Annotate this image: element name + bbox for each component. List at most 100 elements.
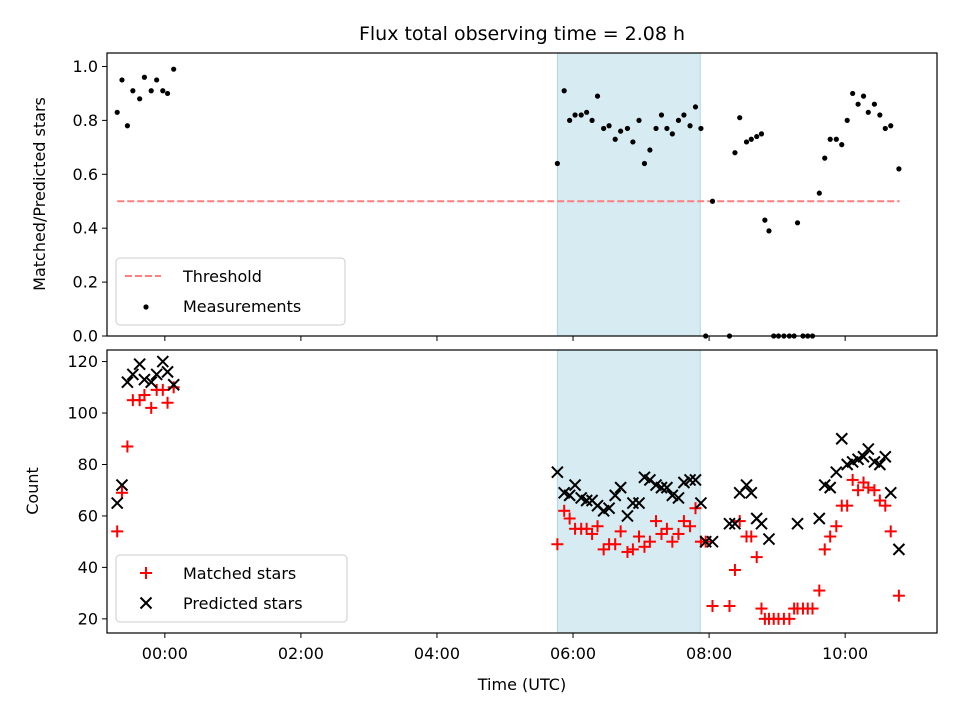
measurement-point [833,136,839,142]
predicted-star-point [745,486,758,499]
matched-star-point [597,543,610,556]
matched-star-point [643,535,656,548]
ratio-y-tick-label: 0.8 [73,111,98,130]
matched-star-point [745,530,758,543]
ratio-legend-box [115,257,346,326]
ratio-y-tick-label: 0.6 [73,165,98,184]
matched-star-point [167,381,180,394]
predicted-star-point [655,481,668,494]
ratio-y-tick-label: 1.0 [73,57,98,76]
x-axis-label: Time (UTC) [477,675,566,694]
measurement-point [762,217,768,223]
ratio-highlight-span [557,53,701,336]
matched-star-point [145,401,158,414]
measurement-point [647,147,653,153]
ratio-y-axis-label: Matched/Predicted stars [30,97,49,291]
measurement-point [601,125,607,132]
predicted-star-point [873,458,887,471]
count-y-tick-label: 20 [78,609,98,628]
measurement-point [606,123,612,129]
matched-star-point [818,543,831,556]
measurement-point [137,96,143,102]
count-panel: 20 40 60 80 100 120 00:00 02:00 04:00 06:00 08:00 1… [23,349,938,694]
predicted-star-point [740,478,753,492]
predicted-star-point [167,378,180,391]
matched-star-point [638,540,651,553]
measurement-point [578,112,584,118]
measurement-point [641,160,648,167]
predicted-star-point [884,486,897,499]
measurement-point [737,115,743,121]
count-panel-frame [106,349,938,634]
predicted-star-point [138,373,151,386]
predicted-star-point [728,517,742,530]
predicted-star-point [563,489,576,502]
measurements-legend-swatch [143,304,149,310]
count-y-tick-label: 80 [78,455,98,474]
matched-star-point [138,389,151,402]
matched-star-point [614,525,627,538]
predicted-star-point [126,368,140,381]
predicted-star-point [133,357,146,371]
measurement-point [865,109,871,115]
matched-legend-marker [140,567,152,579]
measurement-point [612,136,618,142]
measurement-point [877,112,883,118]
predicted-star-point [145,375,158,389]
matched-star-point [591,520,604,533]
measurement-point [567,117,573,123]
matched-star-point [884,525,897,538]
predicted-star-point [857,450,870,463]
matched-star-point [609,538,622,551]
measurement-point [888,123,894,129]
measurement-point [594,93,601,99]
predicted-star-point [706,535,719,548]
predicted-star-point [683,473,697,487]
measurement-point [554,160,560,167]
count-highlight-span [557,350,701,633]
measurement-point [850,90,856,97]
predicted-legend-marker [139,596,153,610]
count-legend-box [115,554,348,623]
predicted-star-point [694,496,708,510]
predicted-star-point [156,355,169,368]
measurement-point [636,117,642,123]
count-y-axis-label: Count [23,467,42,515]
predicted-star-point [608,489,622,502]
measurement-point [130,88,136,94]
matched-star-point [813,584,826,597]
matched-star-point [728,563,741,576]
measurement-point [766,228,772,234]
measurement-point [114,109,120,115]
matched-star-point [655,527,668,540]
matched-star-point [846,473,859,486]
matched-star-point [633,530,646,543]
measurement-point [584,109,590,115]
predicted-star-point [762,532,776,546]
matched-star-point [706,599,719,612]
measurement-point [675,117,682,123]
count-x-tick-label: 10:00 [822,644,868,663]
measurement-point [709,198,716,204]
matched-star-point [626,543,639,556]
predicted-star-point [121,375,134,389]
matched-star-point [750,551,763,564]
measurement-point [754,133,760,140]
measurement-point [758,131,765,137]
matched-star-point [783,612,796,625]
measurement-point [871,101,878,107]
count-x-tick-label: 02:00 [278,644,324,663]
predicted-star-point [602,502,616,515]
count-y-tick-label: 100 [67,404,98,423]
measurement-point [687,123,693,129]
matched-star-point [873,494,886,507]
predicted-star-point [672,491,685,505]
predicted-star-point [551,465,564,479]
measurement-point [154,77,160,83]
predicted-star-point [110,496,124,510]
measurements-legend-label: Measurements [183,297,301,316]
measurement-point [748,136,754,142]
threshold-legend-label: Threshold [182,267,262,286]
measurement-point [692,104,699,110]
predicted-star-point [755,517,768,530]
